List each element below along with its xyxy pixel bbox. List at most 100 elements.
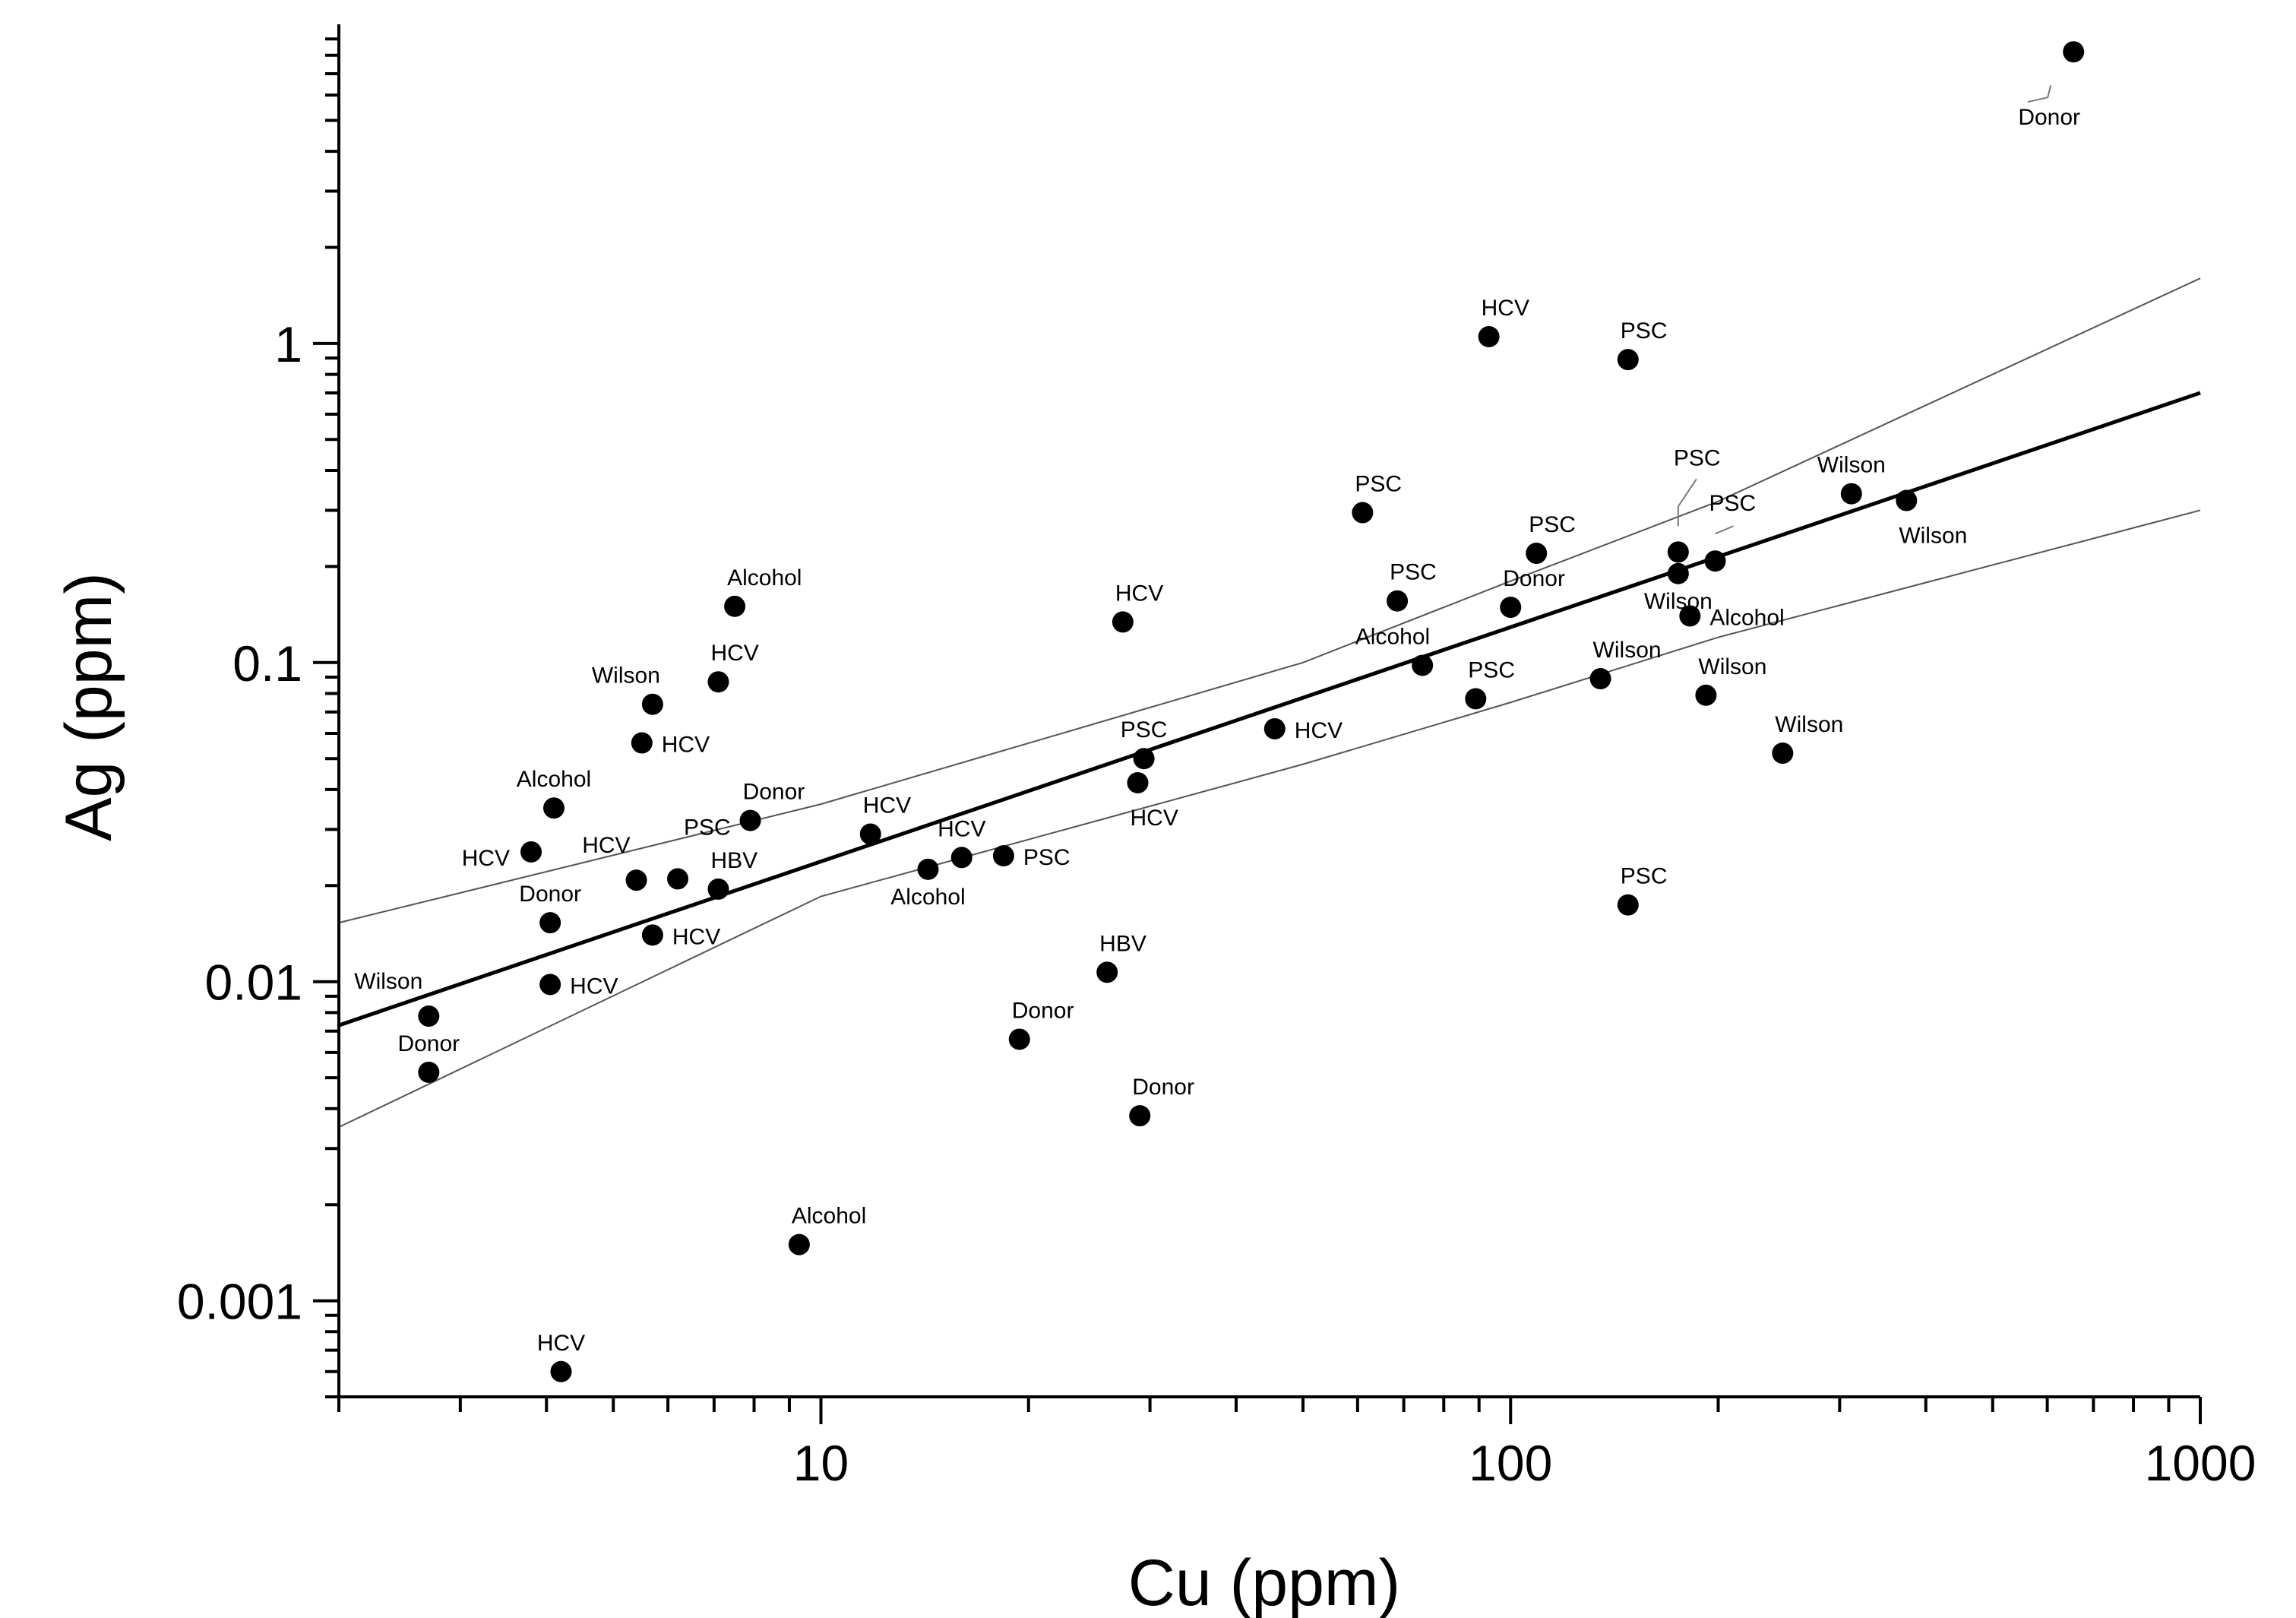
data-point	[1772, 743, 1794, 765]
point-label: PSC	[1468, 657, 1515, 682]
data-point	[625, 869, 647, 891]
x-tick-label: 100	[1469, 1435, 1552, 1491]
data-point	[667, 868, 689, 890]
confidence-bands	[338, 277, 2201, 1129]
data-point	[418, 1061, 440, 1083]
point-label: PSC	[1674, 445, 1721, 470]
label-leader	[1677, 478, 1697, 527]
y-axis-title: Ag (ppm)	[52, 572, 125, 841]
point-label: HCV	[537, 1331, 585, 1356]
point-label: Alcohol	[890, 885, 965, 910]
point-label: HBV	[710, 848, 757, 873]
data-point	[1387, 590, 1409, 612]
point-label: Wilson	[1775, 712, 1843, 737]
data-point	[520, 841, 542, 863]
data-point	[1112, 611, 1134, 633]
point-label: PSC	[1709, 491, 1757, 516]
data-point	[788, 1233, 810, 1255]
point-label: Donor	[1503, 566, 1565, 591]
point-label: HCV	[1482, 296, 1529, 321]
point-label: HCV	[672, 924, 720, 949]
data-point	[1617, 349, 1639, 371]
point-label: PSC	[1121, 717, 1168, 743]
data-point	[631, 732, 653, 754]
data-point	[739, 809, 761, 831]
data-point	[641, 693, 663, 715]
point-label: HCV	[710, 641, 758, 666]
point-label: Wilson	[1698, 654, 1766, 679]
point-label: Donor	[397, 1031, 460, 1056]
point-label: PSC	[1390, 560, 1437, 585]
point-label: HCV	[863, 793, 911, 818]
point-label: Wilson	[1644, 589, 1713, 614]
data-point	[1896, 489, 1918, 511]
y-tick-label: 0.01	[205, 955, 302, 1011]
data-point	[950, 847, 972, 869]
label-leader	[1715, 525, 1734, 535]
data-point	[1840, 483, 1862, 505]
data-point	[2063, 41, 2085, 63]
point-label: Donor	[2018, 105, 2080, 130]
y-tick-label: 0.1	[232, 635, 302, 692]
point-label: Donor	[1012, 998, 1074, 1023]
point-label: Alcohol	[1709, 605, 1784, 630]
x-tick-label: 10	[793, 1435, 849, 1491]
data-point	[418, 1005, 440, 1027]
data-point	[550, 1360, 572, 1382]
data-point	[539, 974, 561, 996]
point-label: Alcohol	[517, 767, 591, 792]
data-point	[1526, 543, 1548, 565]
data-point	[917, 858, 939, 880]
point-label: HBV	[1099, 931, 1146, 956]
data-point	[1667, 541, 1689, 563]
data-point	[1478, 326, 1500, 348]
point-label: PSC	[1529, 512, 1576, 537]
point-label: PSC	[1621, 318, 1668, 344]
point-label: HCV	[1295, 718, 1342, 743]
data-point	[1263, 717, 1286, 739]
data-point	[1008, 1028, 1030, 1050]
data-point	[542, 797, 565, 819]
data-point	[992, 845, 1014, 867]
x-axis-title: Cu (ppm)	[1128, 1547, 1400, 1618]
point-label: PSC	[1621, 864, 1668, 889]
point-label: HCV	[1115, 581, 1163, 606]
axes: 10 100 1000 0.001 0.01 0.1 1	[177, 24, 2256, 1491]
point-label: Wilson	[1817, 453, 1886, 478]
data-point	[641, 924, 663, 946]
data-point	[1667, 562, 1689, 584]
data-point	[1129, 1105, 1151, 1127]
point-label: Donor	[519, 882, 581, 907]
data-point	[1133, 748, 1155, 770]
point-label: HCV	[662, 733, 710, 758]
point-label: Donor	[743, 780, 805, 805]
point-label: Alcohol	[792, 1204, 866, 1229]
data-point	[539, 912, 561, 934]
data-points	[418, 41, 2085, 1382]
point-label: Alcohol	[727, 565, 802, 591]
upper-confidence-band	[338, 277, 2201, 924]
regression-line	[338, 391, 2201, 1027]
data-point	[1412, 654, 1434, 676]
data-point	[1704, 550, 1726, 572]
label-leader	[2027, 84, 2052, 103]
point-label: PSC	[1023, 845, 1071, 870]
data-point	[1096, 961, 1118, 983]
point-label: Wilson	[354, 969, 422, 994]
point-labels: WilsonDonorHCVAlcoholDonorHCVHCVHCVHCVWi…	[354, 84, 2080, 1356]
point-label: HCV	[938, 816, 985, 841]
point-label: Wilson	[1899, 524, 1967, 549]
point-label: PSC	[1355, 472, 1402, 497]
data-point	[1679, 605, 1701, 627]
point-label: Wilson	[1593, 638, 1662, 663]
data-point	[1127, 771, 1149, 793]
point-label: HCV	[462, 846, 510, 871]
point-label: PSC	[684, 815, 731, 840]
point-label: HCV	[1131, 806, 1178, 831]
point-label: Wilson	[592, 663, 660, 689]
lower-confidence-band	[338, 509, 2201, 1129]
y-tick-label: 1	[274, 316, 302, 372]
data-point	[1695, 684, 1717, 706]
point-label: HCV	[582, 833, 630, 858]
